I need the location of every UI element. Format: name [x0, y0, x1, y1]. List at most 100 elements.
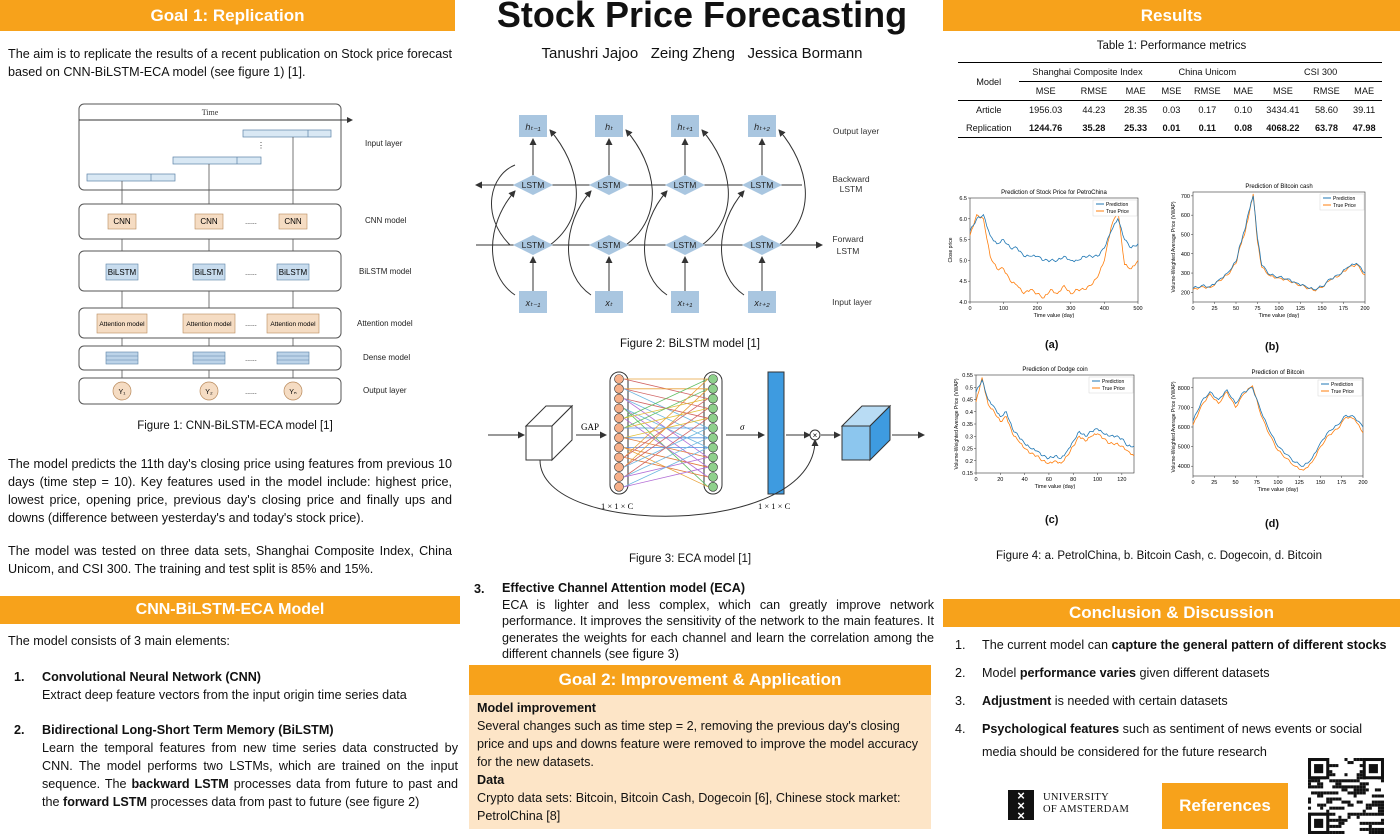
- svg-text:Input layer: Input layer: [365, 139, 403, 148]
- fig1-time-label: Time: [202, 108, 219, 117]
- svg-text:hₜ₋₁: hₜ₋₁: [525, 122, 540, 132]
- x-axis-label: Time value (day): [1034, 313, 1075, 319]
- references-button[interactable]: References: [1162, 783, 1288, 829]
- metric-header: MAE: [1346, 81, 1382, 101]
- poster-title: Stock Price Forecasting: [496, 0, 908, 35]
- university-logo: × × ×: [1008, 788, 1034, 823]
- goal2-improvement-text: Several changes such as time step = 2, r…: [477, 719, 919, 769]
- table-row: Replication 1244.76 35.28 25.33 0.01 0.11 0.08…: [965, 123, 1376, 133]
- conclusion-item: 1. The current model can capture the gene…: [955, 638, 1387, 652]
- svg-text:⋮: ⋮: [257, 141, 265, 150]
- neuron: [614, 383, 624, 394]
- x-tick-label: 75: [1254, 306, 1260, 312]
- y-tick-label: 5.5: [959, 238, 967, 244]
- neuron: [708, 442, 718, 453]
- svg-text:LSTM: LSTM: [751, 180, 774, 190]
- x-tick-label: 175: [1339, 306, 1348, 312]
- neuron: [614, 482, 624, 492]
- x-axis-label: Time value (day): [1035, 484, 1076, 490]
- neuron: [708, 462, 718, 472]
- metric-header: MSE: [1155, 81, 1188, 101]
- conclusion-list: 1. The current model can capture the gene…: [955, 634, 1397, 769]
- neuron: [614, 472, 624, 482]
- y-tick-label: 0.4: [965, 410, 973, 416]
- series-line-true-price: [1192, 385, 1364, 471]
- svg-text:Backward: Backward: [832, 174, 870, 184]
- svg-text:xₜ₋₁: xₜ₋₁: [525, 298, 541, 308]
- metrics-table: Model Shanghai Composite Index China Uni…: [958, 62, 1382, 138]
- y-tick-label: 0.3: [965, 434, 973, 440]
- x-tick-label: 0: [974, 477, 977, 483]
- svg-text:hₜ: hₜ: [605, 122, 613, 132]
- neuron: [614, 452, 624, 463]
- model-item-1: 1. Convolutional Neural Network (CNN) Ext…: [14, 670, 407, 702]
- x-tick-label: 0: [1191, 480, 1194, 486]
- svg-text:Attention model: Attention model: [99, 321, 145, 328]
- x-tick-label: 400: [1100, 306, 1109, 312]
- qr-code-icon: [1308, 758, 1384, 834]
- figure-1-cnn-bilstm-eca: Time ⋮ CNN CNN CNN ...... BiLSTM BiLSTM …: [78, 103, 413, 405]
- goal1-paragraph-2: The model predicts the 11th day's closin…: [8, 457, 452, 525]
- y-tick-label: 5000: [1178, 445, 1190, 451]
- svg-text:LSTM: LSTM: [840, 184, 863, 194]
- svg-text:CNN model: CNN model: [365, 216, 407, 225]
- x-tick-label: 125: [1295, 480, 1304, 486]
- x-tick-label: 60: [1046, 477, 1052, 483]
- neuron: [614, 403, 624, 414]
- svg-text:LSTM: LSTM: [522, 240, 545, 250]
- metrics-table-wrap: Model Shanghai Composite Index China Uni…: [958, 62, 1382, 138]
- x-tick-label: 100: [1274, 306, 1283, 312]
- svg-text:......: ......: [245, 389, 257, 396]
- chart-c-dogecoin: Prediction of Dodge coin 0 20 40 60 80 100 120 0…: [954, 367, 1135, 490]
- results-header: Results: [943, 0, 1400, 31]
- figure-3-caption: Figure 3: ECA model [1]: [628, 553, 752, 565]
- svg-text:Output layer: Output layer: [833, 126, 879, 136]
- neuron: [614, 423, 624, 433]
- x-axis-label: Time value (day): [1259, 313, 1300, 319]
- university-name: UNIVERSITY OF AMSTERDAM: [1043, 792, 1130, 815]
- chart-title: Prediction of Dodge coin: [1022, 367, 1087, 373]
- y-tick-label: 200: [1181, 290, 1190, 296]
- neuron: [708, 413, 718, 424]
- figure-3-eca: GAP 1 × 1 × C σ 1 × 1 × C ×: [488, 371, 925, 517]
- x-tick-label: 0: [1191, 306, 1194, 312]
- y-tick-label: 0.45: [962, 398, 973, 404]
- metric-header: MSE: [1019, 81, 1072, 101]
- svg-text:σ: σ: [740, 422, 745, 432]
- y-tick-label: 500: [1181, 232, 1190, 238]
- model-item-2: 2. Bidirectional Long-Short Term Memory …: [14, 723, 459, 809]
- fig1-cnn-1: CNN: [113, 217, 131, 226]
- neuron: [708, 423, 718, 433]
- goal2-improvement-heading: Model improvement: [477, 701, 596, 715]
- y-tick-label: 300: [1181, 271, 1190, 277]
- model-intro: The model consists of 3 main elements:: [8, 634, 230, 648]
- x-tick-label: 150: [1316, 480, 1325, 486]
- y-tick-label: 0.55: [962, 373, 973, 379]
- svg-text:Output layer: Output layer: [363, 386, 407, 395]
- y-tick-label: 6.5: [959, 196, 967, 202]
- x-tick-label: 300: [1066, 306, 1075, 312]
- svg-text:......: ......: [245, 270, 257, 277]
- series-line-prediction: [1192, 195, 1366, 291]
- metric-header: MAE: [1115, 81, 1156, 101]
- x-tick-label: 75: [1254, 480, 1260, 486]
- svg-text:Yₙ: Yₙ: [289, 389, 297, 396]
- x-tick-label: 100: [1093, 477, 1102, 483]
- model-item-3: 3. Effective Channel Attention model (EC…: [474, 581, 934, 661]
- figure-4-caption: Figure 4: a. PetrolChina, b. Bitcoin Cas…: [996, 550, 1322, 562]
- x-tick-label: 50: [1233, 306, 1239, 312]
- y-tick-label: 6000: [1178, 425, 1190, 431]
- poster-authors: Tanushri Jajoo Zeing Zheng Jessica Borma…: [541, 45, 863, 62]
- metric-header: RMSE: [1306, 81, 1347, 101]
- goal2-data-text: Crypto data sets: Bitcoin, Bitcoin Cash,…: [477, 791, 901, 823]
- goal2-data-heading: Data: [477, 773, 505, 787]
- y-tick-label: 4.5: [959, 279, 967, 285]
- conclusion-item: 3. Adjustment is needed with certain data…: [955, 694, 1228, 708]
- y-axis-label: Close price: [948, 237, 954, 262]
- uva-cross-icon: × × ×: [1017, 788, 1025, 823]
- goal1-header: Goal 1: Replication: [0, 0, 455, 31]
- svg-text:xₜ₊₂: xₜ₊₂: [753, 298, 770, 308]
- svg-text:xₜ₊₁: xₜ₊₁: [677, 298, 693, 308]
- x-tick-label: 20: [997, 477, 1003, 483]
- y-axis-label: Volume-Weighted Average Price (VWAP): [1171, 381, 1177, 472]
